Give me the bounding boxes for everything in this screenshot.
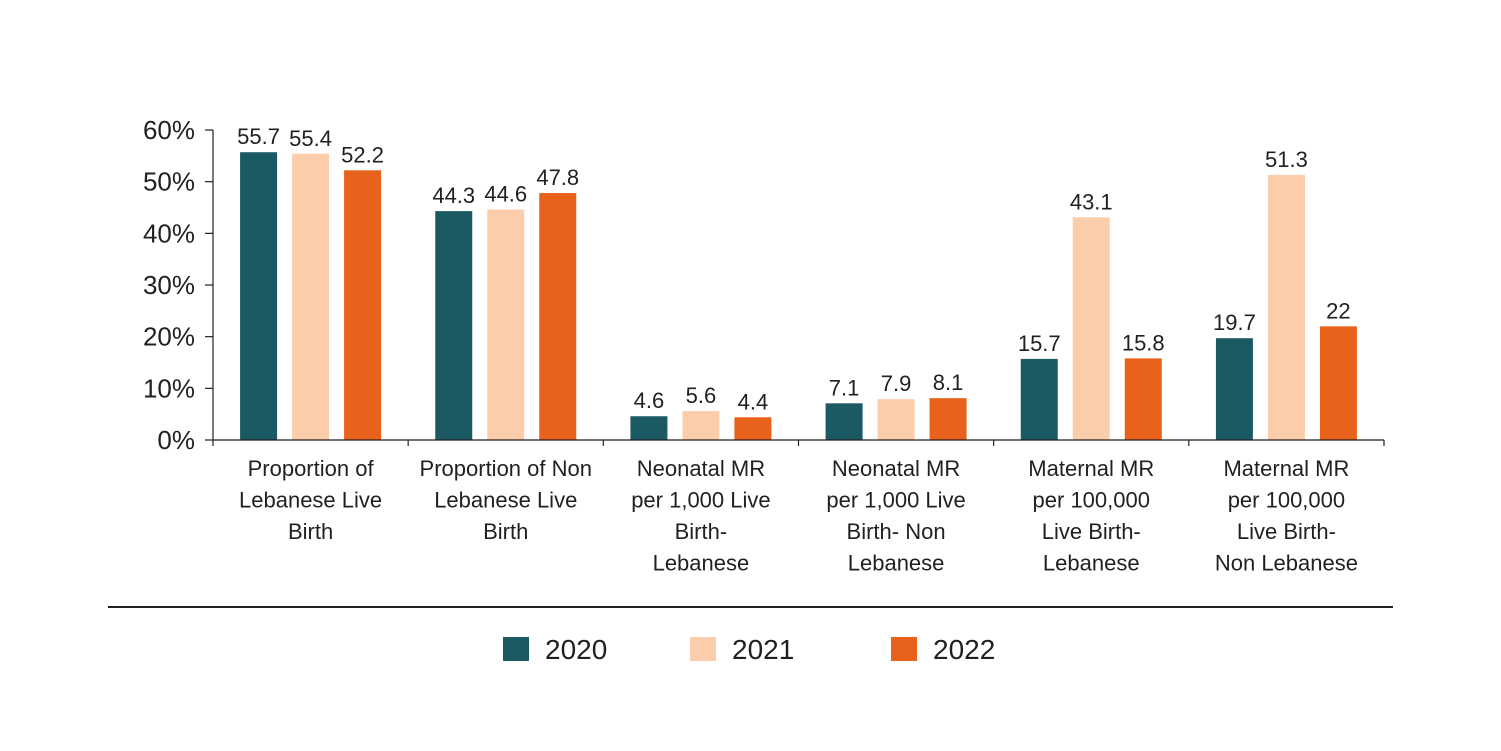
bar-2021 xyxy=(682,411,720,440)
data-label-2020: 4.6 xyxy=(634,388,665,413)
x-axis xyxy=(212,439,1385,446)
data-label-2022: 8.1 xyxy=(933,370,964,395)
category-label-line: Neonatal MR xyxy=(637,456,765,481)
bar-2021 xyxy=(487,209,525,440)
data-label-2021: 43.1 xyxy=(1070,189,1113,214)
category-label-line: Lebanese Live xyxy=(434,488,577,513)
category-label-line: Lebanese xyxy=(848,551,945,576)
legend-label-2022: 2022 xyxy=(933,634,995,665)
category-label-line: Lebanese xyxy=(653,551,750,576)
category-label-line: Birth- Non xyxy=(847,519,946,544)
legend-swatch-2021 xyxy=(690,637,716,661)
category-label-line: Neonatal MR xyxy=(832,456,960,481)
category-label-line: Non Lebanese xyxy=(1215,551,1358,576)
category-label: Maternal MR per 100,000 Live Birth- Non Leb… xyxy=(1215,456,1358,576)
data-label-2022: 22 xyxy=(1326,298,1350,323)
bar-2022 xyxy=(734,417,772,440)
data-label-2021: 5.6 xyxy=(686,383,717,408)
category-label-line: Live Birth- xyxy=(1042,519,1141,544)
data-label-2022: 47.8 xyxy=(536,165,579,190)
bar-2022 xyxy=(929,398,967,440)
legend-swatch-2022 xyxy=(891,637,917,661)
category-label: Proportion of Non Lebanese Live Birth xyxy=(420,456,592,544)
bar-2020 xyxy=(1020,358,1058,440)
legend-label-2021: 2021 xyxy=(732,634,794,665)
category-label-line: per 1,000 Live xyxy=(631,488,770,513)
category-label-line: per 1,000 Live xyxy=(826,488,965,513)
category-label-line: per 100,000 xyxy=(1228,488,1345,513)
data-labels: 55.7 55.4 52.2 44.3 44.6 47.8 4.6 5.6 4.4 7.1 7.9 8… xyxy=(237,124,1350,414)
category-label-line: Proportion of xyxy=(248,456,375,481)
legend-label-2020: 2020 xyxy=(545,634,607,665)
category-labels: Proportion of Lebanese Live BirthProportio… xyxy=(239,456,1358,576)
bar-2022 xyxy=(1319,326,1357,440)
legend: 2020 2021 2022 xyxy=(503,634,995,665)
bar-2022 xyxy=(539,193,577,440)
bar-2020 xyxy=(825,403,863,440)
category-label: Maternal MR per 100,000 Live Birth- Lebanes… xyxy=(1028,456,1154,576)
data-label-2021: 7.9 xyxy=(881,371,912,396)
bar-2021 xyxy=(292,153,330,440)
data-label-2022: 4.4 xyxy=(738,389,769,414)
category-label: Neonatal MR per 1,000 Live Birth- Lebanese xyxy=(631,456,770,576)
category-label-line: Lebanese Live xyxy=(239,488,382,513)
data-label-2022: 15.8 xyxy=(1122,330,1165,355)
bar-2022 xyxy=(344,170,382,441)
y-tick-label: 60% xyxy=(143,115,195,145)
category-label-line: Birth- xyxy=(675,519,728,544)
category-label-line: Live Birth- xyxy=(1237,519,1336,544)
bar-2022 xyxy=(1124,358,1162,440)
data-label-2021: 55.4 xyxy=(289,126,332,151)
category-label-line: Lebanese xyxy=(1043,551,1140,576)
bar-2020 xyxy=(435,211,473,440)
data-label-2020: 55.7 xyxy=(237,124,280,149)
bar-2021 xyxy=(877,399,915,440)
data-label-2022: 52.2 xyxy=(341,142,384,167)
bar-2020 xyxy=(240,152,278,440)
y-tick-label: 0% xyxy=(157,425,195,455)
data-label-2020: 7.1 xyxy=(829,375,860,400)
data-label-2020: 15.7 xyxy=(1018,331,1061,356)
data-label-2020: 44.3 xyxy=(432,183,475,208)
category-label: Proportion of Lebanese Live Birth xyxy=(239,456,382,544)
data-label-2020: 19.7 xyxy=(1213,310,1256,335)
bar-2020 xyxy=(630,416,668,440)
bar-2021 xyxy=(1267,174,1305,440)
category-label-line: Birth xyxy=(288,519,333,544)
y-tick-label: 10% xyxy=(143,373,195,403)
bars xyxy=(240,152,1357,441)
y-tick-label: 30% xyxy=(143,270,195,300)
category-label-line: Maternal MR xyxy=(1028,456,1154,481)
category-label-line: per 100,000 xyxy=(1033,488,1150,513)
y-tick-label: 40% xyxy=(143,218,195,248)
legend-swatch-2020 xyxy=(503,637,529,661)
category-label-line: Proportion of Non xyxy=(420,456,592,481)
y-tick-label: 50% xyxy=(143,167,195,197)
y-tick-label: 20% xyxy=(143,322,195,352)
data-label-2021: 51.3 xyxy=(1265,147,1308,172)
category-label-line: Birth xyxy=(483,519,528,544)
data-label-2021: 44.6 xyxy=(484,182,527,207)
bar-2021 xyxy=(1072,217,1110,440)
y-axis: 0% 10% 20% 30% 40% 50% 60% xyxy=(143,115,214,455)
category-label: Neonatal MR per 1,000 Live Birth- Non Leban… xyxy=(826,456,965,576)
bar-2020 xyxy=(1215,338,1253,440)
category-label-line: Maternal MR xyxy=(1223,456,1349,481)
